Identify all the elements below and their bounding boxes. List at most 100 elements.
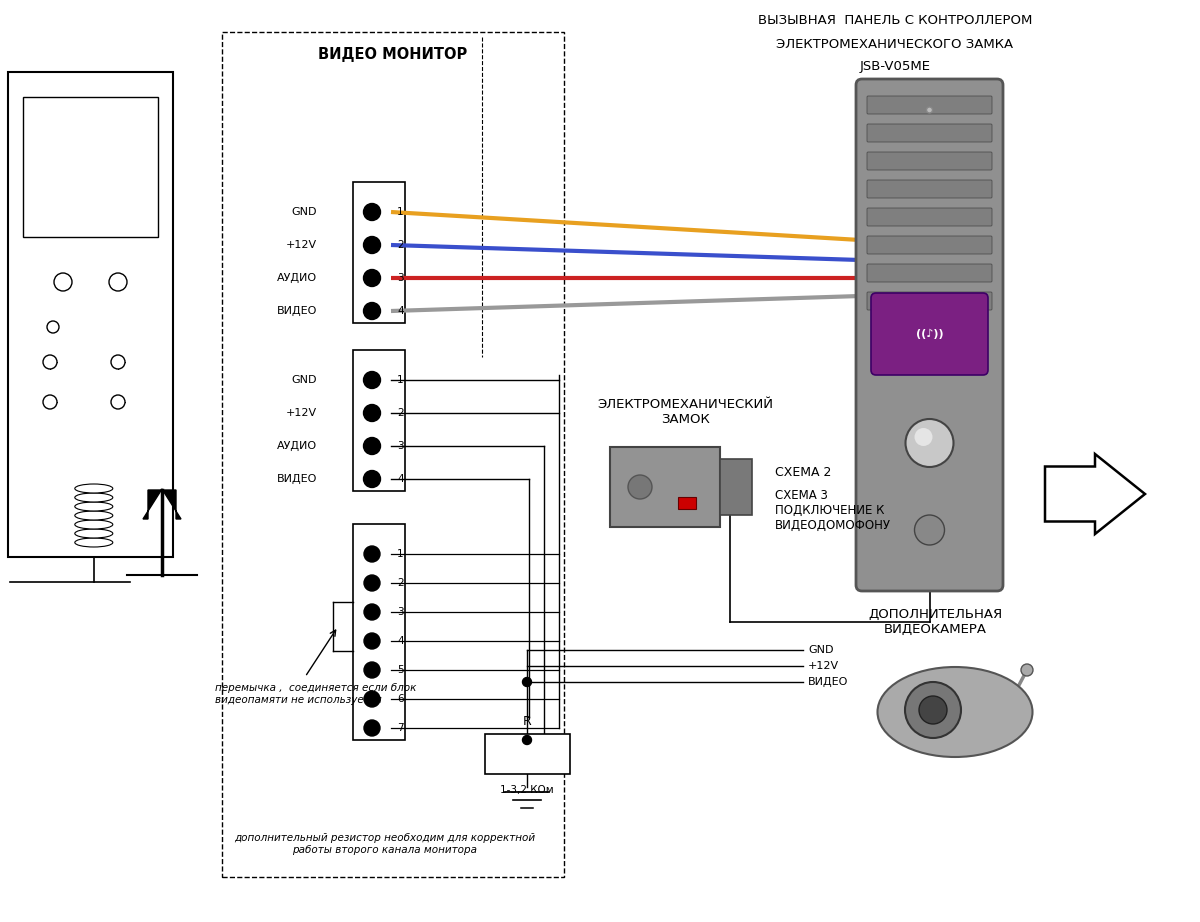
Text: СХЕМА 2: СХЕМА 2: [775, 466, 832, 479]
Circle shape: [364, 662, 380, 678]
Text: 2: 2: [397, 578, 403, 588]
Circle shape: [364, 604, 380, 620]
Text: 1: 1: [397, 549, 403, 559]
Text: ВИДЕО МОНИТОР: ВИДЕО МОНИТОР: [318, 46, 468, 62]
Bar: [353, 524, 406, 740]
Circle shape: [47, 321, 59, 333]
Bar: [222, 32, 564, 877]
Circle shape: [1021, 664, 1033, 676]
Circle shape: [628, 475, 652, 499]
Bar: [610, 447, 720, 527]
Ellipse shape: [74, 520, 113, 529]
Text: 3: 3: [397, 441, 403, 451]
Text: ЭЛЕКТРОМЕХАНИЧЕСКОГО ЗАМКА: ЭЛЕКТРОМЕХАНИЧЕСКОГО ЗАМКА: [776, 38, 1014, 51]
Text: дополнительный резистор необходим для корректной
работы второго канала монитора: дополнительный резистор необходим для ко…: [234, 833, 535, 855]
Circle shape: [364, 470, 380, 488]
Text: ЧЁРНЫЙ: ЧЁРНЫЙ: [865, 251, 913, 261]
Bar: [353, 182, 406, 323]
Circle shape: [43, 355, 58, 369]
Text: 6: 6: [397, 694, 403, 704]
Circle shape: [364, 302, 380, 320]
FancyBboxPatch shape: [866, 124, 992, 142]
Bar: [485, 734, 570, 774]
Bar: [678, 497, 696, 509]
Bar: [23, 97, 158, 237]
Text: ЖЕЛТЫЙ: ЖЕЛТЫЙ: [865, 231, 917, 241]
Text: 1: 1: [397, 207, 403, 217]
Circle shape: [364, 438, 380, 455]
Text: ВИДЕО: ВИДЕО: [277, 306, 317, 316]
FancyBboxPatch shape: [866, 208, 992, 226]
FancyBboxPatch shape: [866, 236, 992, 254]
Text: 4: 4: [397, 306, 403, 316]
Text: GND: GND: [808, 645, 834, 655]
Text: +12V: +12V: [286, 408, 317, 418]
Circle shape: [112, 395, 125, 409]
Bar: [720, 459, 752, 515]
Circle shape: [364, 633, 380, 649]
Text: 4: 4: [397, 636, 403, 646]
Circle shape: [364, 204, 380, 220]
Text: ВИДЕО: ВИДЕО: [277, 474, 317, 484]
Text: ((♪)): ((♪)): [916, 329, 943, 339]
Text: 1-3,2 КОм: 1-3,2 КОм: [500, 785, 554, 795]
Circle shape: [364, 720, 380, 736]
Text: ДОПОЛНИТЕЛЬНАЯ
ВИДЕОКАМЕРА: ДОПОЛНИТЕЛЬНАЯ ВИДЕОКАМЕРА: [868, 608, 1002, 636]
Circle shape: [919, 696, 947, 724]
Text: ВИДЕО: ВИДЕО: [808, 677, 848, 687]
Circle shape: [364, 546, 380, 562]
Text: БЕЛЫЙ: БЕЛЫЙ: [865, 287, 906, 297]
Text: СХЕМА 3
ПОДКЛЮЧЕНИЕ К
ВИДЕОДОМОФОНУ: СХЕМА 3 ПОДКЛЮЧЕНИЕ К ВИДЕОДОМОФОНУ: [775, 489, 890, 531]
Text: 4: 4: [397, 474, 403, 484]
Ellipse shape: [74, 502, 113, 511]
Circle shape: [906, 419, 954, 467]
Ellipse shape: [74, 493, 113, 502]
Text: АУДИО: АУДИО: [277, 273, 317, 283]
Circle shape: [112, 355, 125, 369]
FancyArrow shape: [1045, 454, 1145, 534]
Circle shape: [54, 273, 72, 291]
Text: +12V: +12V: [286, 240, 317, 250]
Text: перемычка ,  соединяется если блок
видеопамяти не используется: перемычка , соединяется если блок видеоп…: [215, 683, 416, 704]
Text: 7: 7: [397, 723, 403, 733]
Text: 1: 1: [397, 375, 403, 385]
Circle shape: [364, 405, 380, 421]
FancyBboxPatch shape: [866, 292, 992, 310]
FancyBboxPatch shape: [866, 96, 992, 114]
Circle shape: [364, 372, 380, 388]
Ellipse shape: [74, 484, 113, 493]
Text: 3: 3: [397, 273, 403, 283]
Text: 2: 2: [397, 240, 403, 250]
FancyArrow shape: [143, 489, 181, 519]
Bar: [8, 72, 173, 557]
Circle shape: [364, 575, 380, 591]
Text: АУДИО: АУДИО: [277, 441, 317, 451]
Text: R: R: [523, 715, 532, 728]
Ellipse shape: [877, 667, 1032, 757]
Text: GND: GND: [292, 375, 317, 385]
FancyBboxPatch shape: [871, 293, 988, 375]
Bar: [353, 350, 406, 491]
FancyBboxPatch shape: [866, 264, 992, 282]
Circle shape: [109, 273, 127, 291]
Text: 3: 3: [397, 607, 403, 617]
Text: +12V: +12V: [808, 661, 839, 671]
FancyBboxPatch shape: [856, 79, 1003, 591]
FancyBboxPatch shape: [866, 180, 992, 198]
Text: ВЫЗЫВНАЯ  ПАНЕЛЬ С КОНТРОЛЛЕРОМ: ВЫЗЫВНАЯ ПАНЕЛЬ С КОНТРОЛЛЕРОМ: [758, 14, 1032, 27]
Text: КРАСНЫЙ: КРАСНЫЙ: [865, 269, 922, 279]
Circle shape: [43, 395, 58, 409]
Circle shape: [926, 107, 932, 113]
Ellipse shape: [74, 511, 113, 520]
Text: ЭЛЕКТРОМЕХАНИЧЕСКИЙ
ЗАМОК: ЭЛЕКТРОМЕХАНИЧЕСКИЙ ЗАМОК: [598, 398, 773, 426]
Circle shape: [364, 269, 380, 287]
Text: 2: 2: [397, 408, 403, 418]
FancyBboxPatch shape: [866, 152, 992, 170]
Circle shape: [905, 682, 961, 738]
Circle shape: [364, 237, 380, 254]
Text: 5: 5: [397, 665, 403, 675]
Circle shape: [522, 736, 532, 744]
Circle shape: [522, 678, 532, 687]
Text: GND: GND: [292, 207, 317, 217]
Ellipse shape: [74, 529, 113, 538]
